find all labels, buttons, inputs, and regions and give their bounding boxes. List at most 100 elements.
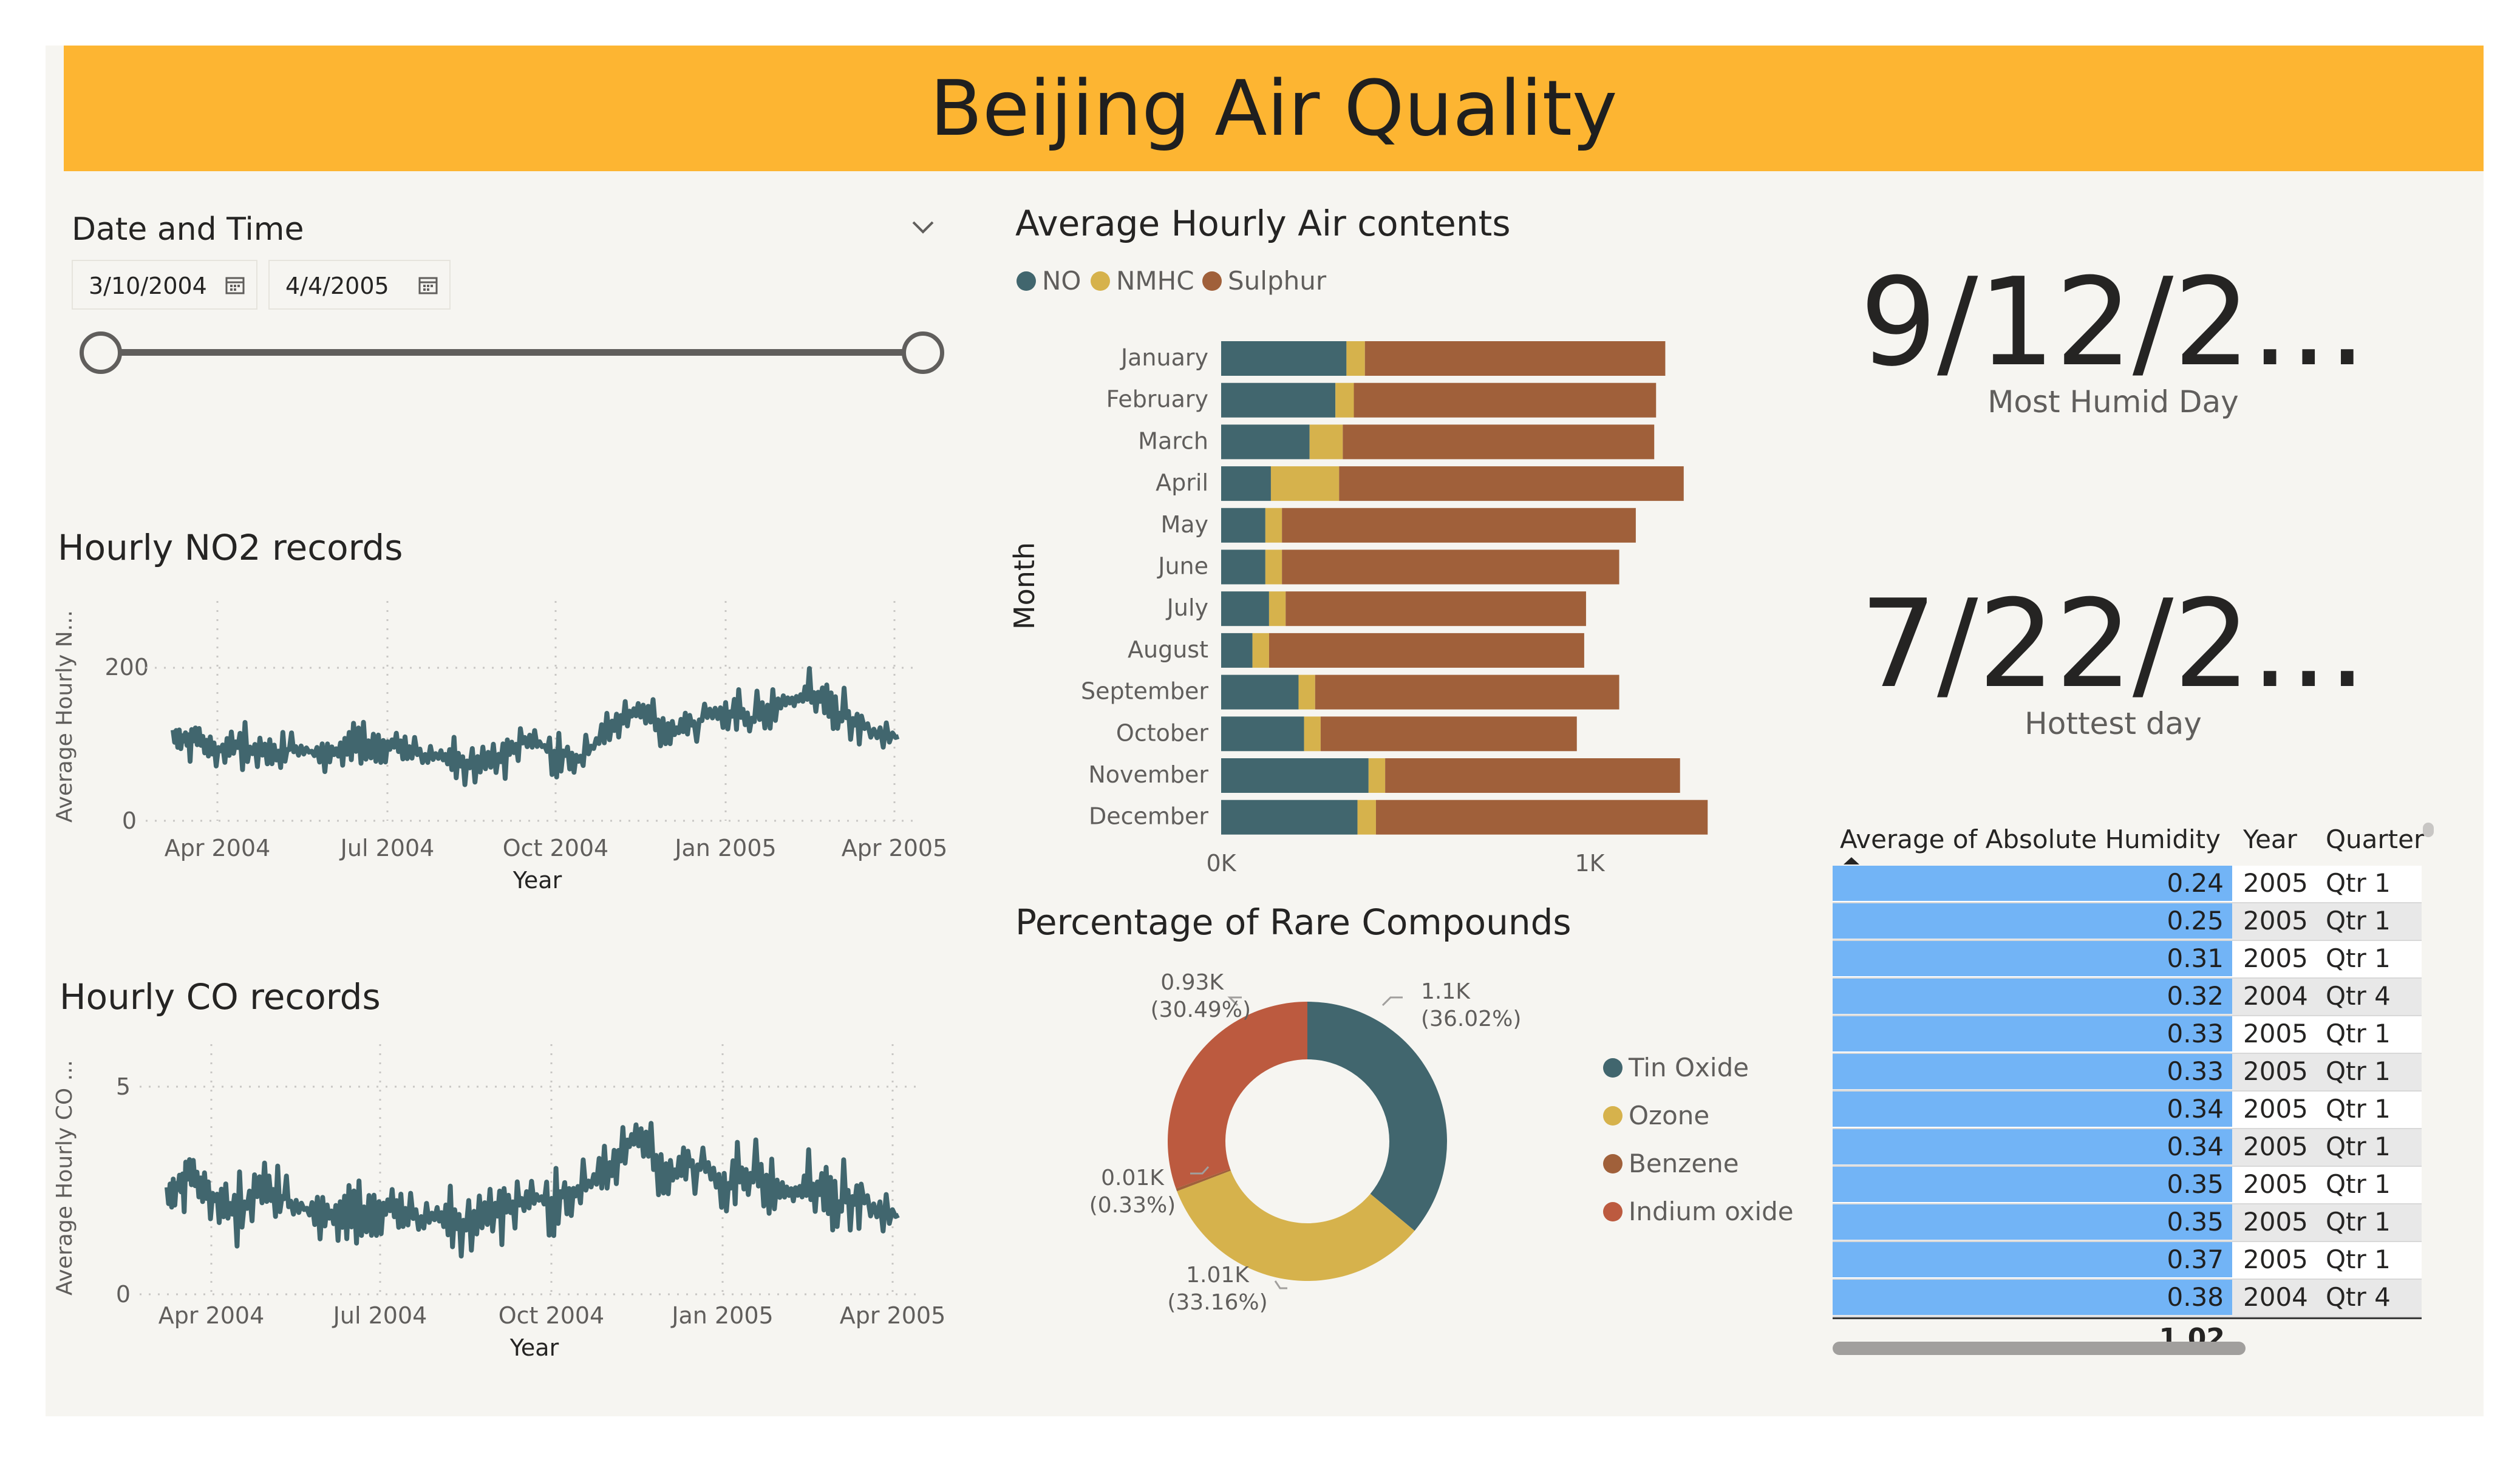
slicer-title: Date and Time (72, 211, 304, 248)
bar-segment-sulphur[interactable] (1269, 633, 1584, 668)
legend-label: NMHC (1116, 266, 1194, 296)
bar-segment-no[interactable] (1221, 591, 1269, 627)
legend-no[interactable]: NO (1017, 266, 1081, 296)
bar-segment-sulphur[interactable] (1375, 800, 1708, 835)
legend-tin-oxide[interactable]: Tin Oxide (1603, 1053, 1749, 1082)
donut-slice-tin-oxide[interactable] (1307, 1002, 1447, 1231)
table-row[interactable]: 0.31 2005 Qtr 1 (1833, 941, 2422, 979)
legend-ozone[interactable]: Ozone (1603, 1101, 1709, 1130)
bar-segment-no[interactable] (1221, 633, 1253, 668)
humidity-cell-highlight (1833, 941, 2232, 976)
hottest-day-value: 7/22/2... (1859, 574, 2367, 715)
bar-segment-sulphur[interactable] (1282, 549, 1619, 585)
bar-segment-nmhc[interactable] (1270, 466, 1340, 501)
no2-y-axis-label: Average Hourly N... (52, 610, 77, 823)
legend-indium-oxide[interactable]: Indium oxide (1603, 1197, 1794, 1226)
range-start-handle[interactable] (80, 331, 122, 374)
table-row[interactable]: 0.35 2005 Qtr 1 (1833, 1167, 2422, 1204)
bar-category-label: June (1157, 553, 1208, 580)
bar-segment-no[interactable] (1221, 466, 1271, 501)
column-header[interactable]: Year (2243, 824, 2297, 854)
humidity-value: 0.25 (2167, 906, 2224, 936)
bar-segment-no[interactable] (1221, 716, 1304, 752)
bar-segment-sulphur[interactable] (1282, 508, 1636, 543)
legend-label: Indium oxide (1629, 1197, 1794, 1226)
humidity-value: 0.35 (2167, 1169, 2224, 1199)
range-end-handle[interactable] (902, 331, 944, 374)
donut-slice-benzene[interactable] (1176, 1169, 1231, 1192)
bar-segment-sulphur[interactable] (1339, 466, 1684, 501)
bar-segment-no[interactable] (1221, 758, 1369, 793)
bar-segment-nmhc[interactable] (1265, 508, 1282, 543)
legend-sulphur[interactable]: Sulphur (1202, 266, 1326, 296)
calendar-icon[interactable] (225, 274, 245, 295)
table-row[interactable]: 0.33 2005 Qtr 1 (1833, 1054, 2422, 1092)
bar-segment-sulphur[interactable] (1343, 424, 1655, 460)
no2-xtick: Jul 2004 (339, 835, 435, 861)
bar-segment-nmhc[interactable] (1265, 549, 1282, 585)
co-xtick: Jul 2004 (332, 1302, 427, 1329)
legend-label: Ozone (1629, 1101, 1710, 1130)
bar-segment-no[interactable] (1221, 341, 1347, 376)
table-row[interactable]: 0.25 2005 Qtr 1 (1833, 903, 2422, 941)
bar-segment-nmhc[interactable] (1304, 716, 1321, 752)
table-horizontal-scrollbar[interactable] (1833, 1342, 2246, 1355)
bar-segment-no[interactable] (1221, 382, 1336, 418)
donut-chart[interactable]: 1.1K (36.02%) 0.93K (30.49%) 0.01K (0.33… (1008, 953, 1603, 1342)
table-vertical-scrollbar[interactable] (2423, 823, 2434, 837)
co-line-chart[interactable]: Average Hourly CO ... 5 0 Apr 2004 Jul 2… (49, 1032, 965, 1372)
table-row[interactable]: 0.34 2005 Qtr 1 (1833, 1129, 2422, 1167)
sort-ascending-icon[interactable] (1842, 856, 1861, 866)
bar-segment-sulphur[interactable] (1315, 674, 1619, 710)
bar-segment-no[interactable] (1221, 674, 1299, 710)
bar-segment-sulphur[interactable] (1364, 341, 1666, 376)
legend-nmhc[interactable]: NMHC (1091, 266, 1194, 296)
column-header[interactable]: Quarter (2326, 824, 2425, 854)
donut-slice-indium-oxide[interactable] (1168, 1002, 1307, 1189)
stacked-bar-chart[interactable]: Month January February March April May June Ju… (1008, 328, 1725, 892)
legend-benzene[interactable]: Benzene (1603, 1149, 1739, 1178)
bar-segment-no[interactable] (1221, 424, 1310, 460)
date-range-track[interactable] (97, 349, 923, 356)
chevron-down-icon[interactable] (911, 219, 935, 237)
no2-chart-title: Hourly NO2 records (58, 527, 403, 568)
column-header[interactable]: Average of Absolute Humidity (1840, 824, 2221, 854)
bar-segment-no[interactable] (1221, 508, 1265, 543)
bar-segment-nmhc[interactable] (1368, 758, 1386, 793)
bar-segment-sulphur[interactable] (1286, 591, 1586, 627)
line-series[interactable] (171, 666, 900, 787)
table-row[interactable]: 0.33 2005 Qtr 1 (1833, 1016, 2422, 1054)
year-value: 2005 (2243, 906, 2308, 936)
line-series[interactable] (165, 1121, 900, 1258)
donut-slice-ozone[interactable] (1177, 1170, 1415, 1281)
bar-segment-nmhc[interactable] (1298, 674, 1315, 710)
table-row[interactable]: 0.24 2005 Qtr 1 (1833, 866, 2422, 903)
humidity-cell-highlight (1833, 1280, 2232, 1315)
no2-line-chart[interactable]: Average Hourly N... 200 0 Apr 2004 Jul 2… (49, 583, 965, 905)
most-humid-day-value: 9/12/2... (1859, 252, 2367, 393)
bar-segment-nmhc[interactable] (1335, 382, 1354, 418)
humidity-value: 0.33 (2167, 1056, 2224, 1086)
table-row[interactable]: 0.35 2005 Qtr 1 (1833, 1204, 2422, 1242)
table-row[interactable]: 0.32 2004 Qtr 4 (1833, 979, 2422, 1016)
legend-label: NO (1042, 266, 1081, 296)
calendar-icon[interactable] (418, 274, 438, 295)
bar-xtick-1k: 1K (1575, 850, 1605, 877)
bar-segment-nmhc[interactable] (1346, 341, 1365, 376)
bar-segment-nmhc[interactable] (1357, 800, 1376, 835)
bar-segment-nmhc[interactable] (1269, 591, 1286, 627)
end-date-input[interactable]: 4/4/2005 (268, 260, 451, 310)
table-row[interactable]: 0.37 2005 Qtr 1 (1833, 1242, 2422, 1280)
bar-segment-sulphur[interactable] (1354, 382, 1657, 418)
bar-segment-nmhc[interactable] (1252, 633, 1269, 668)
table-row[interactable]: 0.38 2004 Qtr 4 (1833, 1280, 2422, 1317)
bar-segment-sulphur[interactable] (1320, 716, 1577, 752)
humidity-table[interactable]: Average of Absolute Humidity Year Quarte… (1833, 813, 2425, 1356)
bar-segment-sulphur[interactable] (1385, 758, 1680, 793)
humidity-value: 0.34 (2167, 1094, 2224, 1124)
bar-segment-no[interactable] (1221, 549, 1265, 585)
table-row[interactable]: 0.34 2005 Qtr 1 (1833, 1092, 2422, 1129)
start-date-input[interactable]: 3/10/2004 (72, 260, 257, 310)
bar-segment-nmhc[interactable] (1309, 424, 1343, 460)
bar-segment-no[interactable] (1221, 800, 1358, 835)
